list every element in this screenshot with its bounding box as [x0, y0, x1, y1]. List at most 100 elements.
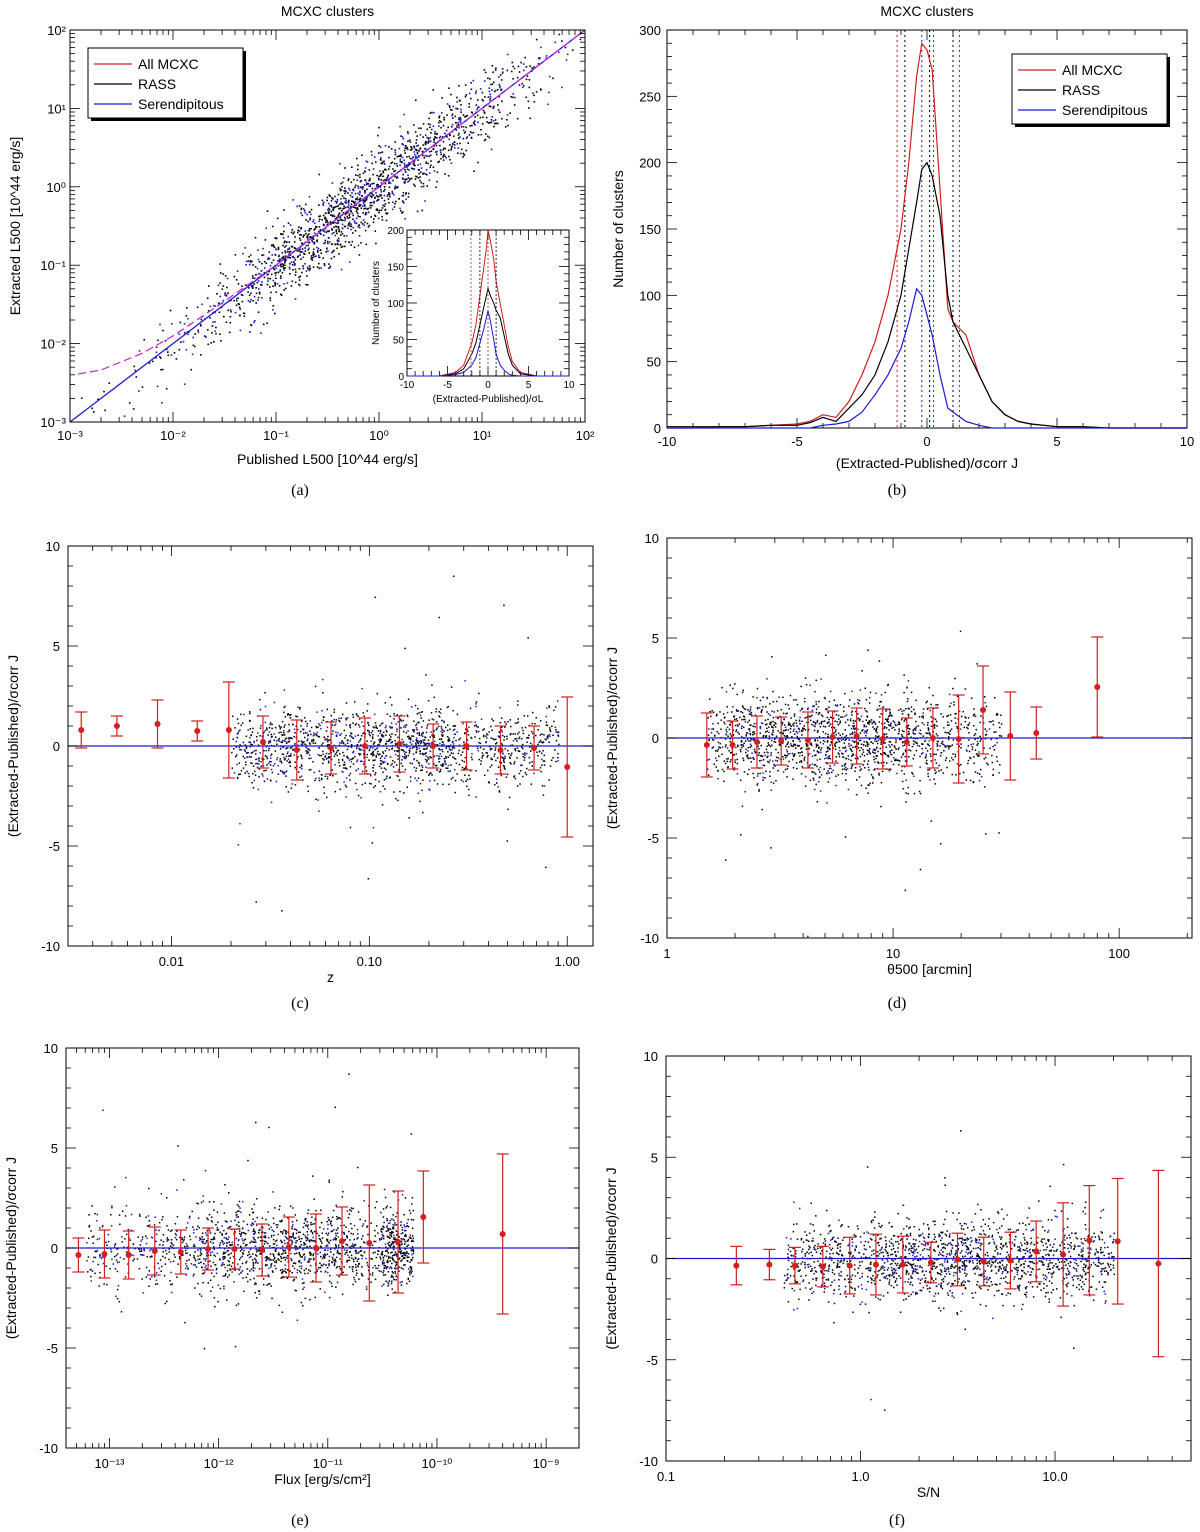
data-point — [841, 733, 844, 735]
data-point — [783, 718, 785, 720]
data-point — [715, 750, 717, 752]
data-point — [716, 713, 718, 716]
data-point — [403, 202, 405, 204]
data-point — [286, 752, 289, 755]
data-point — [392, 179, 394, 182]
data-point — [267, 280, 269, 282]
data-point — [353, 220, 356, 222]
data-point — [506, 773, 509, 776]
data-point — [275, 736, 277, 738]
data-point — [418, 740, 420, 743]
data-point — [995, 737, 998, 740]
data-point — [350, 744, 353, 746]
data-point — [516, 76, 519, 79]
data-point — [897, 748, 900, 751]
data-point — [807, 935, 809, 938]
data-point — [804, 677, 807, 679]
data-point — [408, 737, 411, 739]
data-point — [440, 153, 442, 156]
data-point — [442, 159, 445, 161]
data-point — [289, 714, 291, 716]
data-point — [514, 761, 516, 763]
data-point — [342, 177, 345, 179]
data-point — [838, 755, 841, 758]
data-point — [360, 797, 362, 799]
data-point — [507, 124, 509, 127]
data-point — [418, 747, 421, 750]
data-point — [289, 755, 291, 757]
data-point — [793, 699, 795, 701]
data-point — [411, 706, 413, 708]
data-point — [327, 210, 330, 213]
data-point — [951, 744, 954, 746]
data-point — [768, 731, 770, 734]
data-point — [751, 752, 753, 754]
data-point — [322, 753, 325, 755]
data-point — [91, 407, 93, 410]
data-point — [345, 786, 348, 788]
data-point — [413, 746, 415, 748]
data-point — [238, 303, 240, 306]
data-point — [348, 241, 350, 244]
data-point — [995, 731, 997, 733]
data-point — [382, 751, 384, 753]
data-point — [552, 77, 554, 80]
data-point — [332, 250, 334, 253]
data-point — [307, 748, 309, 750]
data-point — [381, 207, 384, 209]
data-point — [453, 757, 456, 760]
data-point — [475, 724, 477, 726]
data-point — [476, 114, 479, 117]
data-point — [462, 747, 464, 750]
data-point — [353, 202, 356, 205]
data-point — [214, 305, 216, 307]
data-point — [762, 759, 765, 761]
data-point — [549, 735, 551, 738]
data-point — [976, 663, 978, 665]
data-point — [393, 157, 396, 160]
data-point — [360, 242, 362, 244]
data-point — [277, 248, 280, 251]
data-point — [252, 275, 254, 277]
data-point — [896, 772, 898, 775]
data-point — [517, 721, 520, 723]
data-point — [760, 744, 762, 747]
data-point — [498, 83, 500, 86]
data-point — [459, 120, 462, 123]
data-point — [444, 173, 446, 175]
data-point — [729, 733, 732, 735]
data-point — [880, 713, 882, 715]
data-point — [342, 742, 345, 745]
data-point — [279, 760, 281, 762]
data-point — [958, 710, 961, 713]
data-point — [382, 771, 384, 773]
data-point — [407, 164, 410, 167]
data-point — [517, 65, 520, 68]
data-point — [494, 753, 496, 755]
data-point — [280, 265, 282, 268]
data-point — [473, 170, 475, 172]
data-point — [419, 800, 421, 803]
data-point — [908, 730, 910, 733]
data-point — [369, 206, 372, 209]
data-point — [319, 229, 322, 231]
data-point — [410, 146, 412, 148]
data-point — [922, 743, 924, 745]
data-point — [344, 213, 347, 216]
data-point — [380, 182, 383, 184]
data-point — [280, 761, 283, 764]
data-point — [272, 765, 275, 767]
data-point — [252, 727, 254, 730]
data-point — [305, 283, 307, 286]
data-point — [301, 214, 304, 217]
data-point — [251, 731, 254, 733]
data-point — [523, 759, 526, 761]
data-point — [369, 177, 371, 180]
data-point — [523, 715, 525, 717]
data-point — [457, 152, 459, 155]
data-point — [368, 224, 371, 227]
data-point — [409, 762, 411, 764]
data-point — [826, 741, 829, 743]
data-point — [413, 160, 415, 163]
data-point — [320, 777, 323, 780]
